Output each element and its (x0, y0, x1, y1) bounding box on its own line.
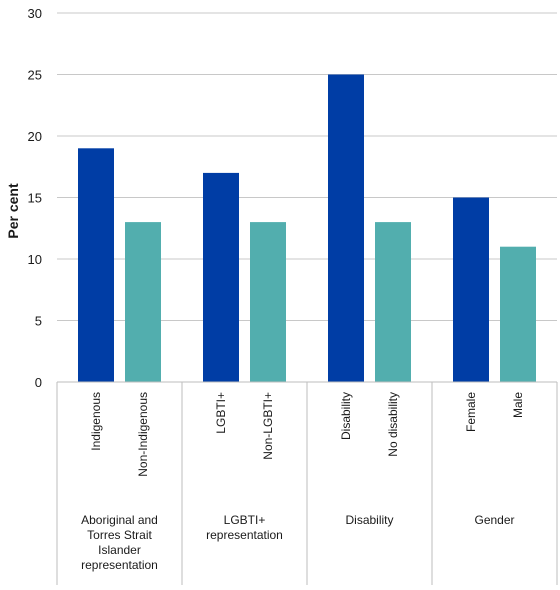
category-label: Male (511, 392, 525, 418)
group-label-line: Islander (98, 543, 141, 557)
group-label-line: representation (206, 528, 283, 542)
category-labels: Indigenous Non-Indigenous LGBTI+ Non-LGBTI+… (89, 392, 525, 477)
y-tick-label: 0 (35, 375, 42, 390)
category-label: Non-Indigenous (136, 392, 150, 477)
category-label: LGBTI+ (214, 392, 228, 434)
group-label-line: LGBTI+ (224, 513, 266, 527)
bars (78, 74, 536, 382)
group-label-line: representation (81, 558, 158, 572)
group-label: Gender (474, 513, 514, 527)
group-label: Disability (345, 513, 393, 527)
y-tick-label: 10 (28, 252, 42, 267)
bar-non-lgbti- (250, 222, 286, 382)
group-label: LGBTI+ representation (206, 513, 283, 542)
bar-male (500, 246, 536, 382)
y-tick-label: 30 (28, 6, 42, 21)
group-label-line: Aboriginal and (81, 513, 158, 527)
category-label: Disability (339, 392, 353, 440)
y-tick-label: 25 (28, 68, 42, 83)
y-tick-label: 15 (28, 191, 42, 206)
y-axis-label: Per cent (5, 183, 21, 239)
bar-disability (328, 74, 364, 382)
category-label: Indigenous (89, 392, 103, 451)
group-labels: Aboriginal and Torres Strait Islander repre… (81, 513, 514, 572)
category-label: No disability (386, 392, 400, 457)
group-label-line: Gender (474, 513, 514, 527)
bar-female (453, 197, 489, 382)
y-tick-label: 20 (28, 129, 42, 144)
y-tick-label: 5 (35, 314, 42, 329)
category-label: Female (464, 392, 478, 432)
bar-lgbti- (203, 172, 239, 382)
group-label: Aboriginal and Torres Strait Islander repre… (81, 513, 158, 572)
y-axis-ticks: 0 5 10 15 20 25 30 (28, 6, 42, 390)
group-label-line: Disability (345, 513, 393, 527)
category-label: Non-LGBTI+ (261, 392, 275, 460)
group-label-line: Torres Strait (87, 528, 152, 542)
category-axis (56, 381, 558, 585)
bar-non-indigenous (125, 222, 161, 382)
bar-indigenous (78, 148, 114, 382)
bar-no-disability (375, 222, 411, 382)
